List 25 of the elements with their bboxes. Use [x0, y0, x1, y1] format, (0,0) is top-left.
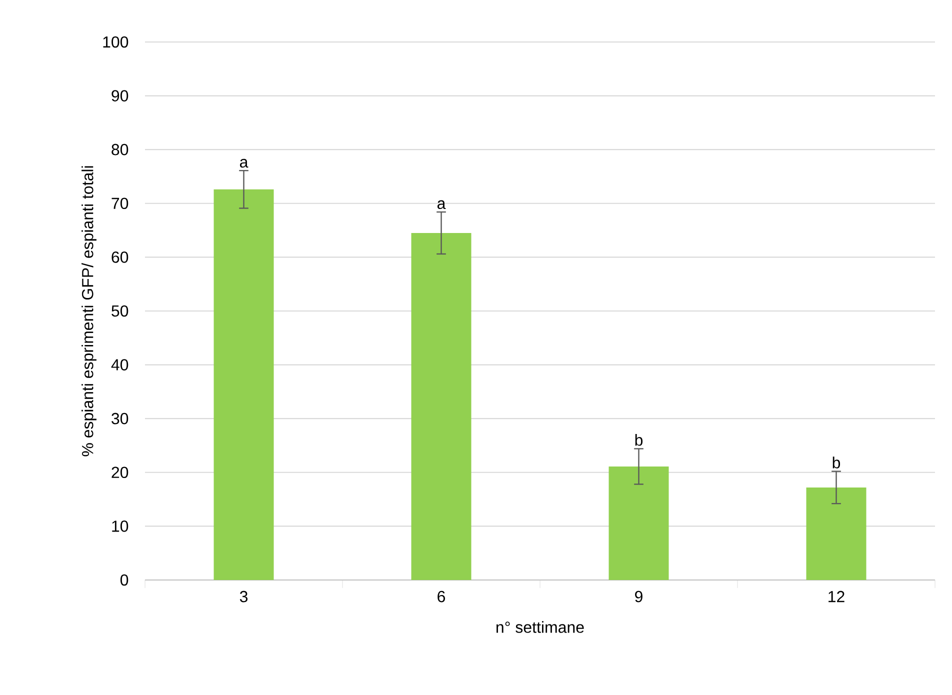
y-tick-label: 80 [112, 144, 128, 156]
bar [608, 466, 669, 580]
x-tick-label: 12 [828, 590, 844, 602]
annotation: a [437, 200, 446, 210]
y-tick-label: 70 [112, 198, 128, 210]
y-tick-label: 60 [112, 252, 128, 263]
y-tick-label: 100 [103, 36, 128, 48]
bar [806, 487, 866, 580]
y-axis-title: % espianti esprimenti GFP/ espianti totali [82, 166, 96, 456]
x-tick-label: 9 [635, 590, 642, 602]
bar [411, 232, 472, 580]
y-tick-label: 40 [111, 359, 128, 370]
y-tick-label: 30 [112, 412, 128, 424]
y-tick-label: 50 [112, 305, 128, 317]
annotation: a [240, 158, 248, 168]
y-tick-label: 0 [120, 574, 128, 586]
x-tick-label: 6 [438, 590, 446, 602]
bar [214, 189, 274, 580]
y-tick-label: 20 [112, 466, 128, 478]
x-axis-title: n° settimane [496, 621, 584, 633]
annotation: b [832, 456, 840, 468]
y-tick-label: 10 [112, 520, 128, 532]
y-tick-label: 90 [112, 90, 128, 102]
annotation: b [635, 434, 643, 446]
x-tick-label: 3 [240, 590, 248, 602]
